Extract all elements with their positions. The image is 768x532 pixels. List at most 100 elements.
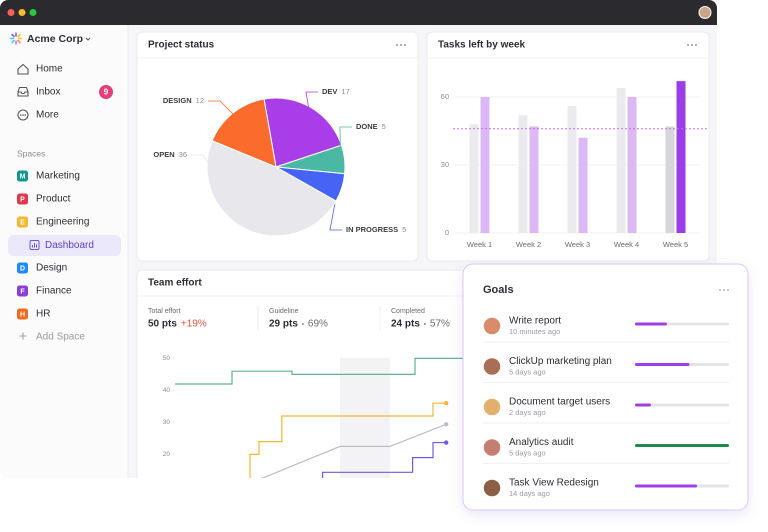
bar[interactable] (480, 97, 490, 233)
nav-label[interactable]: Home (36, 64, 63, 75)
line-series[interactable] (220, 402, 447, 483)
space-label[interactable]: Design (36, 263, 67, 274)
bar[interactable] (627, 97, 637, 233)
y-tick-label: 30 (441, 160, 449, 169)
card-menu-dot (691, 44, 693, 46)
line-series[interactable] (249, 423, 447, 483)
y-tick-label: 20 (163, 451, 171, 458)
space-icon (17, 216, 28, 228)
stat-label: Guideline (269, 308, 299, 315)
dashboard-icon (29, 240, 40, 250)
goal-name[interactable]: ClickUp marketing plan (509, 356, 612, 367)
space-label[interactable]: Marketing (36, 171, 80, 182)
space-initial: E (20, 219, 25, 226)
pie-leader-line (305, 91, 318, 112)
highlight-band (340, 358, 390, 478)
y-tick-label: 50 (163, 355, 171, 362)
nav-label[interactable]: Inbox (36, 87, 60, 98)
goal-name[interactable]: Task View Redesign (509, 478, 599, 489)
line-end-marker (444, 422, 449, 427)
active-view-label[interactable]: Dashboard (45, 240, 94, 251)
card-title: Team effort (148, 278, 202, 289)
home-icon (17, 63, 29, 75)
user-avatar[interactable] (698, 6, 712, 19)
goal-avatar (482, 356, 502, 377)
line-series[interactable] (322, 441, 447, 484)
line-series[interactable] (175, 357, 463, 385)
goal-avatar (482, 397, 502, 417)
x-tick-label: Week 1 (467, 240, 492, 249)
goal-time: 5 days ago (509, 367, 546, 376)
more-icon (17, 109, 29, 121)
goal-avatar (482, 316, 502, 336)
bar[interactable] (665, 126, 675, 233)
bar[interactable] (469, 124, 479, 233)
stat-label: Total effort (148, 308, 181, 315)
pie-label-category: DESIGN (163, 96, 192, 105)
pie-slice[interactable] (263, 97, 343, 168)
pie-label-category: DONE (356, 122, 378, 131)
bar[interactable] (518, 115, 528, 233)
card-menu-dot (695, 44, 697, 46)
pie-label-category: DEV (322, 87, 337, 96)
stat-change: 69% (308, 319, 328, 330)
space-initial: M (20, 173, 26, 180)
bar[interactable] (676, 81, 686, 233)
goal-time: 14 days ago (509, 489, 550, 498)
y-tick-label: 40 (163, 387, 171, 394)
close-button[interactable] (7, 9, 15, 16)
goal-progress-bar (635, 444, 729, 447)
pie-leader-line (339, 126, 352, 160)
section-heading: Spaces (17, 148, 45, 158)
pie-label-value: 5 (402, 225, 406, 234)
space-icon (17, 285, 28, 297)
bar[interactable] (578, 137, 588, 233)
stat-value: 50 pts (148, 319, 177, 330)
card-menu-dot (719, 289, 721, 291)
inbox-icon (17, 86, 29, 97)
bar[interactable] (529, 126, 539, 233)
space-label[interactable]: HR (36, 309, 50, 320)
zoom-button[interactable] (29, 9, 37, 16)
badge (99, 85, 113, 99)
card-menu-dot (396, 44, 398, 46)
y-tick-label: 60 (441, 92, 449, 101)
y-tick-label: 30 (163, 419, 171, 426)
goal-name[interactable]: Document target users (509, 397, 610, 408)
pie-label-value: 5 (382, 122, 386, 131)
y-tick-label: 0 (445, 228, 449, 237)
line-end-marker (444, 440, 449, 445)
goal-name[interactable]: Write report (509, 316, 561, 327)
goal-time: 2 days ago (509, 408, 546, 417)
x-tick-label: Week 2 (516, 240, 541, 249)
nav-label[interactable]: More (36, 110, 59, 121)
space-label[interactable]: Product (36, 194, 71, 205)
pie-leader-line (191, 154, 248, 226)
minimize-button[interactable] (18, 9, 26, 16)
workspace-chevron (85, 37, 91, 41)
space-label[interactable]: Engineering (36, 217, 89, 228)
add-space[interactable]: Add Space (36, 332, 85, 343)
space-label[interactable]: Finance (36, 286, 72, 297)
space-initial: P (20, 196, 25, 203)
goal-time: 10 minutes ago (509, 327, 560, 336)
bar[interactable] (616, 87, 626, 233)
goal-avatar (482, 437, 502, 458)
goal-time: 5 days ago (509, 448, 546, 457)
pie-label-category: IN PROGRESS (346, 225, 398, 234)
goal-progress-bar (635, 484, 698, 488)
pie-label-value: 17 (341, 87, 349, 96)
goal-name[interactable]: Analytics audit (509, 437, 574, 448)
card-title: Project status (148, 40, 215, 51)
space-initial: F (20, 288, 25, 295)
stat-separator (301, 323, 304, 325)
card-menu-dot (400, 44, 402, 46)
add-icon: + (19, 328, 27, 344)
goal-avatar (482, 478, 502, 498)
pie-slice[interactable] (211, 98, 277, 168)
space-icon (17, 170, 28, 182)
bar[interactable] (567, 106, 577, 233)
card-menu-dot (727, 289, 729, 291)
workspace-name[interactable]: Acme Corp (27, 33, 83, 45)
card-title: Goals (483, 284, 514, 296)
